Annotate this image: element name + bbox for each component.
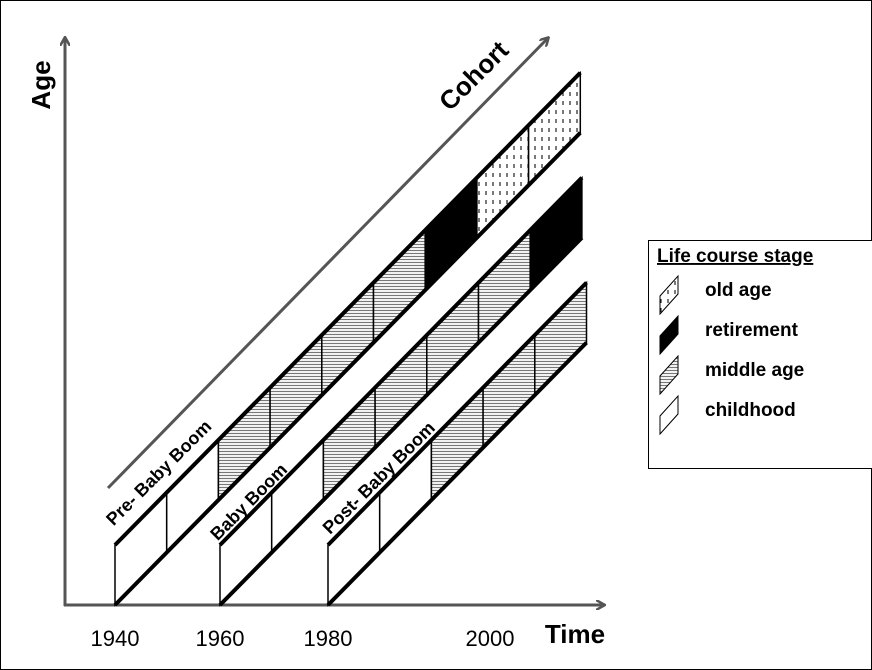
x-tick-label: 2000 [466, 626, 515, 651]
legend-swatch [659, 354, 679, 396]
band-edge [326, 341, 588, 607]
band-edge [113, 131, 582, 607]
legend: Life course stage old age retirement middl… [648, 240, 872, 469]
x-tick-label: 1980 [304, 626, 353, 651]
legend-swatch [659, 394, 679, 436]
legend-swatch [659, 314, 679, 356]
legend-box [648, 240, 872, 469]
legend-swatch [659, 274, 679, 316]
x-tick-label: 1940 [91, 626, 140, 651]
legend-label: childhood [705, 400, 796, 421]
legend-label: old age [705, 280, 772, 301]
legend-label: retirement [705, 320, 799, 341]
band-edge [113, 71, 582, 547]
cohort-arrow [106, 38, 548, 490]
band-edge [326, 281, 588, 547]
legend-title: Life course stage [657, 246, 813, 267]
legend-label: middle age [705, 360, 804, 381]
x-tick-label: 1960 [196, 626, 245, 651]
y-axis-label: Age [26, 60, 56, 109]
band-edge [218, 176, 584, 547]
x-axis-label: Time [545, 619, 605, 649]
band-edge [218, 236, 584, 607]
